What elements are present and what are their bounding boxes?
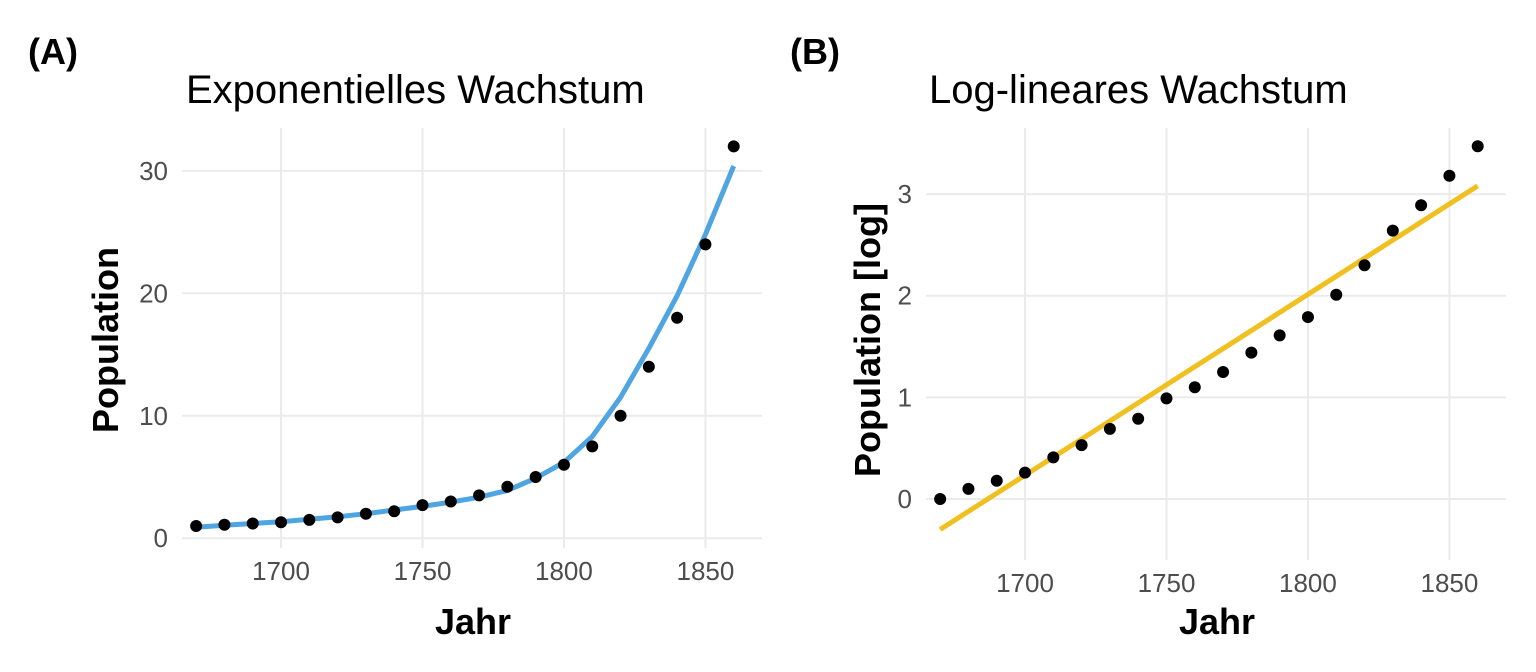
panel-b-fit-line bbox=[938, 183, 1480, 532]
panel-b: (B) Log-lineares Wachstum 1700 1750 1800 18… bbox=[790, 31, 1506, 642]
panel-a-data-point bbox=[501, 480, 514, 493]
panel-a-x-axis-label: Jahr bbox=[435, 601, 511, 642]
panel-b-y-tick-label: 3 bbox=[898, 179, 912, 209]
panel-b-data-point bbox=[1188, 381, 1201, 394]
panel-b-data-point bbox=[934, 493, 947, 506]
panel-a-data-point bbox=[642, 360, 655, 373]
panel-b-grid bbox=[926, 128, 1506, 560]
panel-a-y-axis-label: Population bbox=[85, 247, 126, 433]
panel-b-data-point bbox=[1245, 346, 1258, 359]
panel-b-x-axis-label: Jahr bbox=[1179, 601, 1255, 642]
panel-b-data-point bbox=[1103, 422, 1116, 435]
panel-a-data-point bbox=[218, 518, 231, 531]
panel-a-x-tick-label: 1800 bbox=[535, 556, 593, 586]
panel-b-y-ticks: 0 1 2 3 bbox=[898, 179, 912, 514]
panel-b-data-point bbox=[990, 474, 1003, 487]
panel-a-data-point bbox=[416, 499, 429, 512]
panel-a-data-point bbox=[671, 311, 684, 324]
panel-b-data-point bbox=[1047, 451, 1060, 464]
panel-b-data-point bbox=[962, 482, 975, 495]
panel-b-data-point bbox=[1273, 329, 1286, 342]
panel-a-fit-line-path bbox=[195, 165, 737, 530]
panel-b-y-tick-label: 1 bbox=[898, 382, 912, 412]
panel-b-data-point bbox=[1471, 140, 1484, 153]
panel-b-fit-line-path bbox=[938, 183, 1480, 532]
panel-b-data-point bbox=[1330, 288, 1343, 301]
panel-a-tag: (A) bbox=[28, 31, 78, 72]
panel-a-points bbox=[190, 140, 740, 532]
panel-b-y-tick-label: 0 bbox=[898, 484, 912, 514]
panel-b-data-point bbox=[1217, 365, 1230, 378]
panel-b-data-point bbox=[1075, 439, 1088, 452]
panel-a-data-point bbox=[557, 458, 570, 471]
panel-a-x-ticks: 1700 1750 1800 1850 bbox=[252, 556, 734, 586]
panel-a-x-tick-label: 1850 bbox=[676, 556, 734, 586]
panel-a-data-point bbox=[303, 513, 316, 526]
panel-a-y-tick-label: 30 bbox=[139, 156, 168, 186]
panel-a-fit-line bbox=[195, 165, 737, 530]
panel-a-grid bbox=[182, 128, 762, 548]
panel-a-data-point bbox=[529, 470, 542, 483]
panel-a-data-point bbox=[275, 516, 288, 529]
panel-b-y-axis-label: Population [log] bbox=[847, 203, 888, 477]
panel-a-x-tick-label: 1700 bbox=[252, 556, 310, 586]
panel-a-y-tick-label: 10 bbox=[139, 401, 168, 431]
panel-a-data-point bbox=[359, 507, 372, 520]
panel-b-x-ticks: 1700 1750 1800 1850 bbox=[996, 568, 1478, 598]
panel-a-data-point bbox=[727, 140, 740, 153]
panel-a: (A) Exponentielles Wachstum 1700 1750 1800… bbox=[28, 31, 762, 642]
panel-b-title: Log-lineares Wachstum bbox=[929, 68, 1348, 112]
panel-a-data-point bbox=[699, 238, 712, 251]
panel-a-x-tick-label: 1750 bbox=[394, 556, 452, 586]
panel-b-x-tick-label: 1700 bbox=[996, 568, 1054, 598]
panel-a-data-point bbox=[444, 495, 457, 508]
panel-a-data-point bbox=[331, 511, 344, 524]
panel-b-data-point bbox=[1386, 224, 1399, 237]
panel-a-y-ticks: 0 10 20 30 bbox=[139, 156, 168, 553]
panel-b-data-point bbox=[1132, 412, 1145, 425]
panel-b-x-tick-label: 1750 bbox=[1138, 568, 1196, 598]
panel-b-data-point bbox=[1301, 311, 1314, 324]
panel-a-y-tick-label: 20 bbox=[139, 278, 168, 308]
panel-a-data-point bbox=[473, 489, 486, 502]
panel-b-data-point bbox=[1358, 259, 1371, 272]
panel-b-x-tick-label: 1800 bbox=[1279, 568, 1337, 598]
panel-a-data-point bbox=[246, 517, 259, 530]
panel-b-data-point bbox=[1415, 199, 1428, 212]
panel-a-data-point bbox=[614, 409, 627, 422]
panel-b-data-point bbox=[1019, 466, 1032, 479]
panel-b-y-tick-label: 2 bbox=[898, 281, 912, 311]
panel-b-tag: (B) bbox=[790, 31, 840, 72]
panel-a-data-point bbox=[190, 519, 203, 532]
panel-a-title: Exponentielles Wachstum bbox=[186, 68, 645, 112]
panel-b-data-point bbox=[1160, 392, 1173, 405]
panel-b-data-point bbox=[1443, 169, 1456, 182]
panel-b-points bbox=[934, 140, 1484, 506]
panel-a-y-tick-label: 0 bbox=[154, 523, 168, 553]
panel-b-x-tick-label: 1850 bbox=[1420, 568, 1478, 598]
panel-a-data-point bbox=[586, 440, 599, 453]
panel-a-data-point bbox=[388, 505, 401, 518]
